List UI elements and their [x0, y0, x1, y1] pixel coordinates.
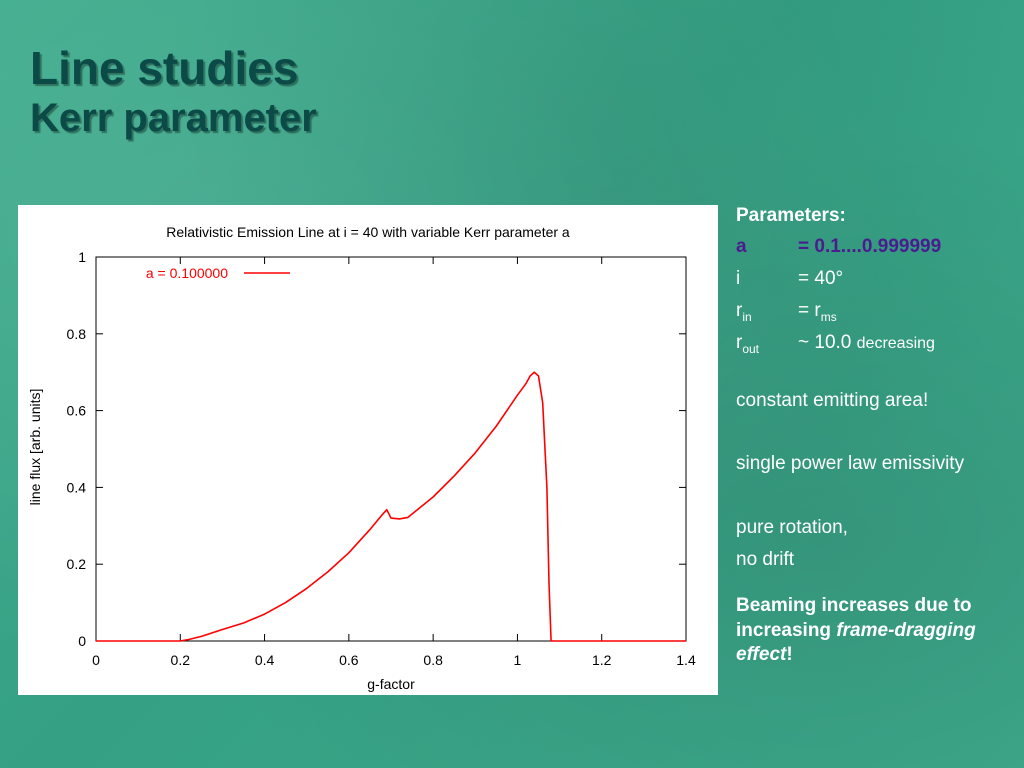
param-value: = rms [798, 298, 837, 326]
param-row-i: i = 40° [736, 266, 1020, 298]
x-tick-label: 0.4 [255, 652, 275, 668]
x-axis-label: g-factor [367, 676, 415, 692]
param-row-a: a = 0.1....0.999999 [736, 234, 1020, 266]
param-row-r-in: rin = rms [736, 298, 1020, 330]
note-rotation: pure rotation, no drift [736, 515, 1020, 574]
title-line-1: Line studies [30, 42, 299, 94]
param-symbol: rin [736, 298, 752, 326]
y-tick-label: 0.6 [67, 403, 87, 419]
param-value-base: = r [798, 299, 821, 321]
param-value: = 40° [798, 267, 844, 289]
y-axis-label: line flux [arb. units] [27, 389, 43, 506]
axes: 0 0.2 0.4 0.6 0.8 1 1.2 1.4 0 0.2 0.4 0.6 0.8 1 [67, 249, 696, 668]
param-symbol-sub: out [742, 341, 760, 356]
y-tick-label: 0.2 [67, 556, 87, 572]
parameters-heading: Parameters: [736, 205, 846, 226]
y-tick-label: 0.8 [67, 326, 87, 342]
series-layer [96, 371, 686, 642]
param-row-r-out: rout ~ 10.0 decreasing [736, 330, 1020, 362]
conclusion-part2: ! [786, 644, 793, 666]
x-tick-label: 1.4 [676, 652, 696, 668]
emission-line-chart: Relativistic Emission Line at i = 40 wit… [18, 205, 718, 695]
param-value: = 0.1....0.999999 [798, 235, 942, 257]
note-power-law: single power law emissivity [736, 453, 965, 475]
param-symbol-sub: in [742, 309, 752, 324]
x-tick-label: 0 [92, 652, 100, 668]
series-line [96, 371, 686, 642]
legend-label: a = 0.100000 [146, 265, 228, 281]
x-tick-label: 1 [514, 652, 522, 668]
slide-title: Line studies Kerr parameter [30, 42, 317, 141]
x-tick-label: 1.2 [592, 652, 612, 668]
param-symbol: i [736, 267, 741, 289]
parameters-panel: Parameters: a = 0.1....0.999999 i = 40° … [736, 203, 1020, 668]
y-tick-label: 0.4 [67, 479, 87, 495]
legend: a = 0.100000 [146, 265, 290, 281]
conclusion-part1: Beaming increases due to increasing [736, 594, 972, 641]
conclusion-text: Beaming increases due to increasing fram… [736, 594, 1020, 668]
param-symbol-base: r [736, 299, 743, 321]
x-tick-label: 0.6 [339, 652, 359, 668]
param-symbol: a [736, 235, 747, 257]
note-rotation-line1: pure rotation, [736, 516, 848, 538]
param-value-extra: decreasing [856, 334, 935, 352]
conclusion-emphasis: frame-dragging effect [736, 619, 976, 666]
chart-svg: Relativistic Emission Line at i = 40 wit… [27, 224, 696, 692]
y-tick-label: 1 [78, 249, 86, 265]
note-rotation-line2: no drift [736, 549, 795, 571]
x-tick-label: 0.2 [171, 652, 191, 668]
param-symbol: rout [736, 330, 759, 358]
param-value-base: ~ 10.0 [798, 331, 852, 353]
chart-title: Relativistic Emission Line at i = 40 wit… [166, 224, 570, 240]
title-line-2: Kerr parameter [30, 95, 317, 140]
x-tick-label: 0.8 [423, 652, 443, 668]
param-value: ~ 10.0 decreasing [798, 330, 935, 357]
param-symbol-base: r [736, 331, 743, 353]
note-constant-area: constant emitting area! [736, 389, 929, 411]
param-value-sub: ms [820, 309, 837, 324]
plot-frame [95, 256, 687, 642]
y-tick-label: 0 [78, 633, 86, 649]
